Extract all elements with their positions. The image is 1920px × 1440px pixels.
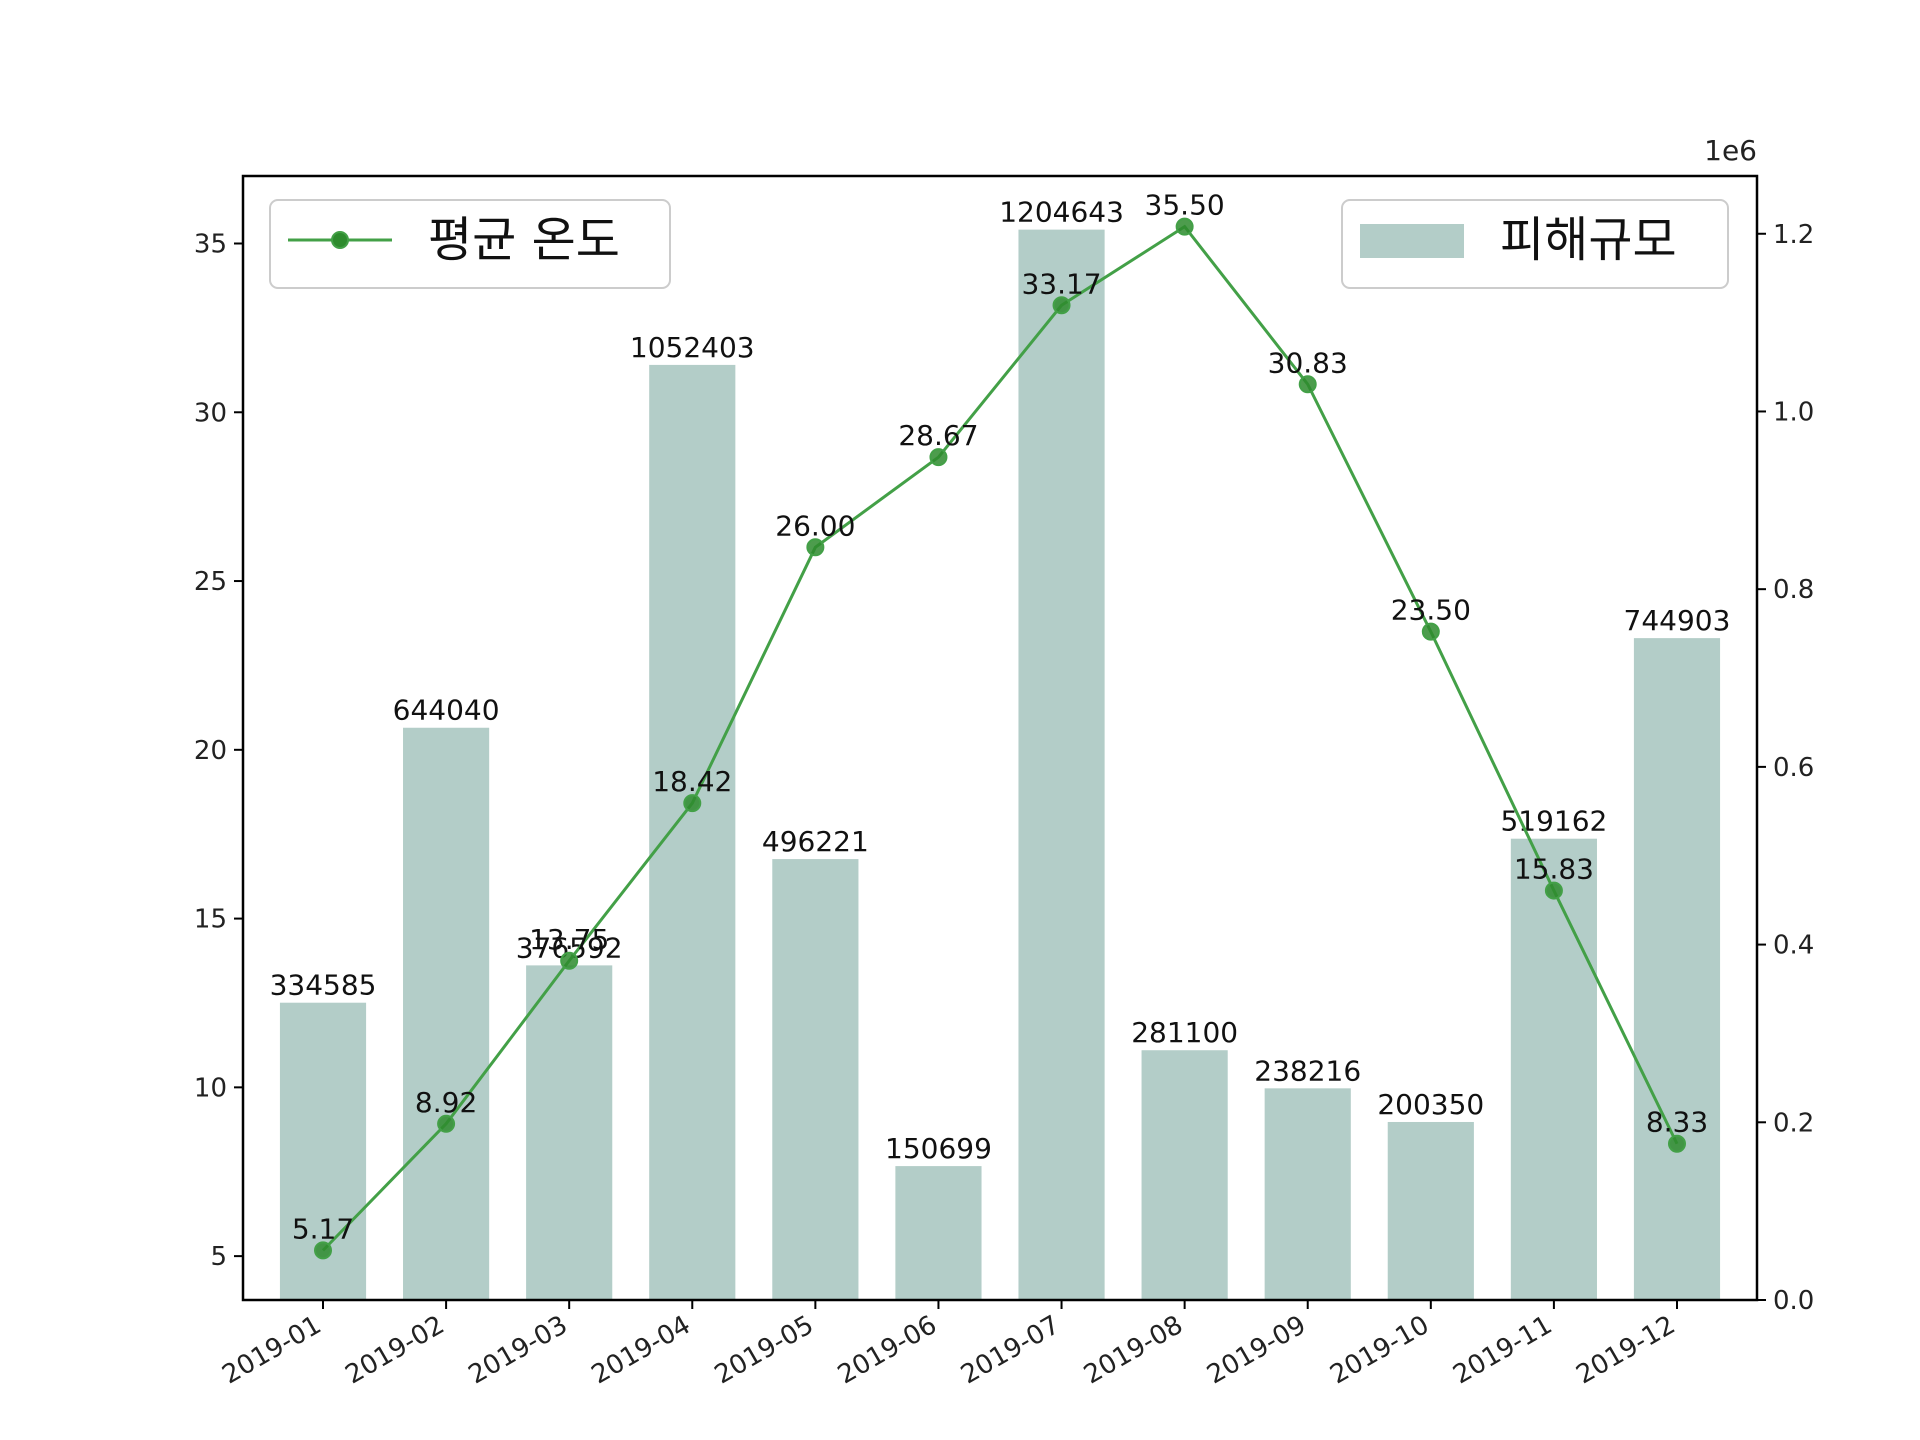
right-y-tick-label: 1.2 <box>1773 220 1814 250</box>
left-y-tick-label: 35 <box>194 230 227 260</box>
bar-2019-06 <box>895 1166 982 1300</box>
bar-value-label: 744903 <box>1624 604 1731 637</box>
temperature-point-2019-09 <box>1298 375 1317 394</box>
temperature-line <box>321 224 1679 1252</box>
x-tick-label: 2019-05 <box>710 1310 819 1390</box>
line-labels-group: 5.17 8.92 13.75 18.42 26.00 28.67 33.17 35.50 30… <box>292 189 1708 1246</box>
right-y-offset-label: 1e6 <box>1704 134 1757 167</box>
temperature-point-2019-10 <box>1421 622 1440 641</box>
temperature-value-label: 18.42 <box>652 765 732 798</box>
bar-value-label: 238216 <box>1254 1054 1361 1087</box>
temperature-point-2019-07 <box>1052 296 1071 315</box>
x-tick-label: 2019-06 <box>833 1310 942 1390</box>
left-y-tick-label: 25 <box>194 567 227 597</box>
left-y-tick-label: 30 <box>194 398 227 428</box>
temperature-value-label: 23.50 <box>1391 594 1471 627</box>
temperature-point-2019-08 <box>1175 217 1194 236</box>
bar-2019-09 <box>1264 1088 1351 1300</box>
temperature-point-2019-12 <box>1667 1134 1686 1153</box>
bar-value-label: 150699 <box>885 1132 992 1165</box>
right-y-tick-label: 0.8 <box>1773 575 1814 605</box>
temperature-value-label: 35.50 <box>1145 189 1225 222</box>
legend-temperature-box <box>269 199 671 289</box>
right-y-tick-label: 0.6 <box>1773 753 1814 783</box>
temperature-point-2019-02 <box>437 1114 456 1133</box>
right-y-tick-label: 1.0 <box>1773 397 1814 427</box>
temperature-value-label: 8.33 <box>1646 1106 1708 1139</box>
x-tick-label: 2019-09 <box>1202 1310 1311 1390</box>
left-y-tick-label: 10 <box>194 1073 227 1103</box>
temperature-value-label: 13.75 <box>529 923 609 956</box>
legend-temperature-marker <box>331 231 349 249</box>
x-tick-label: 2019-02 <box>341 1310 450 1390</box>
bar-2019-02 <box>403 727 490 1300</box>
bar-value-label: 519162 <box>1500 805 1607 838</box>
temperature-value-label: 26.00 <box>775 509 855 542</box>
bar-value-label: 1052403 <box>630 331 755 364</box>
right-y-tick-label: 0.4 <box>1773 931 1814 961</box>
bar-value-label: 200350 <box>1377 1088 1484 1121</box>
legend-damage-swatch <box>1360 224 1464 258</box>
left-y-tick-label: 5 <box>210 1242 227 1272</box>
temperature-value-label: 8.92 <box>415 1086 477 1119</box>
bar-2019-04 <box>649 364 736 1301</box>
bar-2019-03 <box>526 965 613 1300</box>
temperature-value-label: 28.67 <box>898 419 978 452</box>
x-tick-label: 2019-08 <box>1079 1310 1188 1390</box>
left-y-tick-label: 20 <box>194 736 227 766</box>
right-y-tick-label: 0.2 <box>1773 1108 1814 1138</box>
legend-damage-label: 피해규모 <box>1500 212 1677 268</box>
x-tick-label: 2019-03 <box>464 1310 573 1390</box>
temperature-value-label: 5.17 <box>292 1212 354 1245</box>
temperature-value-label: 33.17 <box>1021 267 1101 300</box>
x-tick-label: 2019-10 <box>1325 1310 1434 1390</box>
x-tick-label: 2019-04 <box>587 1310 696 1390</box>
temperature-value-label: 30.83 <box>1268 346 1348 379</box>
line-series-group <box>314 217 1686 1260</box>
bar-value-label: 644040 <box>393 694 500 727</box>
temperature-value-label: 15.83 <box>1514 853 1594 886</box>
temperature-point-2019-04 <box>683 794 702 813</box>
legend-damage-box <box>1341 199 1729 289</box>
bar-2019-12 <box>1633 638 1721 1300</box>
temperature-point-2019-11 <box>1544 881 1563 900</box>
bar-2019-11 <box>1510 838 1597 1300</box>
left-y-tick-label: 15 <box>194 905 227 935</box>
bar-labels-group: 3345856440403765921052403496221150699120… <box>270 196 1731 1165</box>
x-tick-label: 2019-07 <box>956 1310 1065 1390</box>
legend-temperature-label: 평균 온도 <box>428 212 620 268</box>
bar-2019-10 <box>1387 1121 1474 1300</box>
temperature-point-2019-03 <box>560 951 579 970</box>
bars-group <box>279 229 1721 1301</box>
temperature-point-2019-05 <box>806 538 825 557</box>
x-tick-label: 2019-12 <box>1571 1310 1680 1390</box>
temperature-point-2019-01 <box>314 1241 333 1260</box>
temperature-point-2019-06 <box>929 448 948 467</box>
bar-2019-07 <box>1018 229 1105 1301</box>
bar-2019-05 <box>772 859 859 1300</box>
plot-frame <box>241 174 1759 1302</box>
bar-value-label: 1204643 <box>999 196 1124 229</box>
right-y-tick-label: 0.0 <box>1773 1286 1814 1316</box>
bar-value-label: 334585 <box>270 969 377 1002</box>
legends-group: 평균 온도 피해규모 <box>269 199 1729 289</box>
x-tick-label: 2019-01 <box>217 1310 326 1390</box>
bar-value-label: 496221 <box>762 825 869 858</box>
bar-value-label: 281100 <box>1131 1016 1238 1049</box>
bar-2019-08 <box>1141 1050 1228 1300</box>
x-tick-label: 2019-11 <box>1448 1310 1557 1390</box>
